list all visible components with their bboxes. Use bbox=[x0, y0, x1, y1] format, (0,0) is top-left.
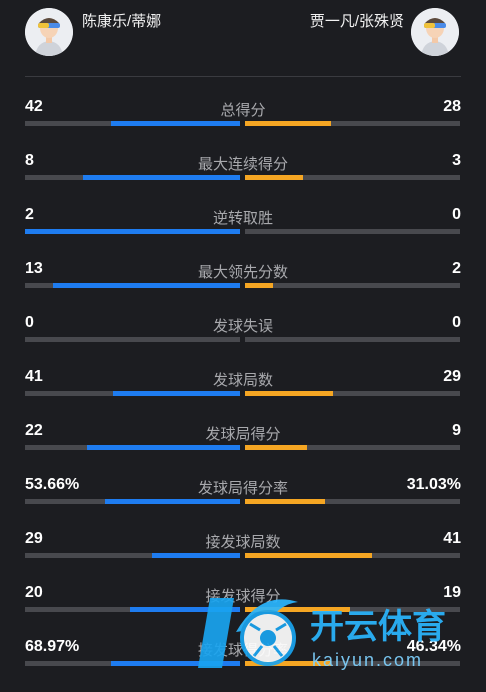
left-bar-fill bbox=[130, 607, 240, 612]
stat-left-value: 42 bbox=[25, 98, 43, 115]
left-bar-fill bbox=[111, 661, 240, 666]
left-bar-track bbox=[25, 445, 240, 450]
left-bar-fill bbox=[151, 553, 240, 558]
stat-row-service-faults: 0 发球失误 0 bbox=[0, 314, 486, 368]
left-bar-fill bbox=[52, 283, 240, 288]
right-bar-track bbox=[245, 445, 460, 450]
left-bar-track bbox=[25, 391, 240, 396]
stat-label: 最大连续得分 bbox=[197, 156, 288, 173]
left-team-name[interactable]: 陈康乐/蒂娜 bbox=[82, 13, 162, 30]
stat-row-receive-point-rate: 68.97% 接发球得分率 46.34% bbox=[0, 638, 486, 692]
stat-right-value: 41 bbox=[443, 530, 461, 547]
stat-row-service-point-rate: 53.66% 发球局得分率 31.03% bbox=[0, 476, 486, 530]
stat-left-value: 2 bbox=[25, 206, 34, 223]
stat-label: 发球局得分 bbox=[205, 426, 281, 443]
right-bar-track bbox=[245, 499, 460, 504]
stat-left-value: 68.97% bbox=[25, 638, 80, 655]
right-bar-fill bbox=[245, 607, 351, 612]
stat-right-value: 0 bbox=[452, 206, 461, 223]
player-avatar-icon bbox=[25, 8, 73, 56]
left-bar-fill bbox=[113, 391, 240, 396]
left-bar-track bbox=[25, 661, 240, 666]
left-bar-fill bbox=[111, 121, 240, 126]
stat-row-max-streak: 8 最大连续得分 3 bbox=[0, 152, 486, 206]
player-avatar-icon bbox=[411, 8, 459, 56]
stat-left-value: 20 bbox=[25, 584, 43, 601]
stat-right-value: 19 bbox=[443, 584, 461, 601]
stat-label: 接发球得分 bbox=[205, 588, 281, 605]
right-bar-fill bbox=[245, 445, 308, 450]
header-divider bbox=[25, 76, 461, 77]
stat-label: 接发球局数 bbox=[205, 534, 281, 551]
stat-right-value: 29 bbox=[443, 368, 461, 385]
right-team-avatar[interactable] bbox=[411, 8, 459, 56]
stat-label: 发球失误 bbox=[212, 318, 273, 335]
right-bar-track bbox=[245, 175, 460, 180]
right-bar-track bbox=[245, 283, 460, 288]
left-bar-track bbox=[25, 283, 240, 288]
left-bar-fill bbox=[104, 499, 240, 504]
left-bar-track bbox=[25, 499, 240, 504]
stat-label: 最大领先分数 bbox=[197, 264, 288, 281]
stat-row-total-points: 42 总得分 28 bbox=[0, 98, 486, 152]
right-bar-track bbox=[245, 337, 460, 342]
right-bar-track bbox=[245, 391, 460, 396]
stat-right-value: 0 bbox=[452, 314, 461, 331]
stat-label: 逆转取胜 bbox=[212, 210, 273, 227]
stat-left-value: 22 bbox=[25, 422, 43, 439]
right-bar-fill bbox=[245, 121, 331, 126]
left-bar-track bbox=[25, 175, 240, 180]
left-bar-track bbox=[25, 229, 240, 234]
left-bar-track bbox=[25, 553, 240, 558]
stat-right-value: 46.34% bbox=[406, 638, 461, 655]
stat-label: 发球局数 bbox=[212, 372, 273, 389]
left-bar-fill bbox=[25, 229, 240, 234]
stat-row-service-points: 22 发球局得分 9 bbox=[0, 422, 486, 476]
stat-right-value: 28 bbox=[443, 98, 461, 115]
stat-left-value: 13 bbox=[25, 260, 43, 277]
stat-right-value: 31.03% bbox=[406, 476, 461, 493]
right-bar-fill bbox=[245, 175, 304, 180]
right-bar-fill bbox=[245, 661, 331, 666]
left-team-avatar[interactable] bbox=[25, 8, 73, 56]
stat-label: 总得分 bbox=[220, 102, 266, 119]
left-bar-fill bbox=[87, 445, 240, 450]
right-team-name[interactable]: 贾一凡/张殊贤 bbox=[309, 13, 404, 30]
stat-left-value: 29 bbox=[25, 530, 43, 547]
stat-row-max-lead: 13 最大领先分数 2 bbox=[0, 260, 486, 314]
stat-row-comeback-wins: 2 逆转取胜 0 bbox=[0, 206, 486, 260]
stat-left-value: 53.66% bbox=[25, 476, 80, 493]
stat-row-receive-points: 20 接发球得分 19 bbox=[0, 584, 486, 638]
stat-right-value: 3 bbox=[452, 152, 461, 169]
right-bar-track bbox=[245, 121, 460, 126]
stat-right-value: 9 bbox=[452, 422, 461, 439]
stat-label: 发球局得分率 bbox=[197, 480, 288, 497]
stat-left-value: 0 bbox=[25, 314, 34, 331]
left-bar-track bbox=[25, 607, 240, 612]
right-bar-track bbox=[245, 553, 460, 558]
right-bar-fill bbox=[245, 499, 325, 504]
left-bar-track bbox=[25, 337, 240, 342]
right-bar-fill bbox=[245, 391, 334, 396]
stat-row-service-games: 41 发球局数 29 bbox=[0, 368, 486, 422]
stat-row-receive-games: 29 接发球局数 41 bbox=[0, 530, 486, 584]
left-bar-track bbox=[25, 121, 240, 126]
right-bar-track bbox=[245, 661, 460, 666]
right-bar-fill bbox=[245, 283, 273, 288]
right-bar-fill bbox=[245, 553, 372, 558]
right-bar-track bbox=[245, 229, 460, 234]
stat-right-value: 2 bbox=[452, 260, 461, 277]
right-bar-track bbox=[245, 607, 460, 612]
match-header: 陈康乐/蒂娜 贾一凡/张殊贤 bbox=[0, 0, 486, 78]
left-bar-fill bbox=[83, 175, 240, 180]
stat-left-value: 8 bbox=[25, 152, 34, 169]
stat-left-value: 41 bbox=[25, 368, 43, 385]
